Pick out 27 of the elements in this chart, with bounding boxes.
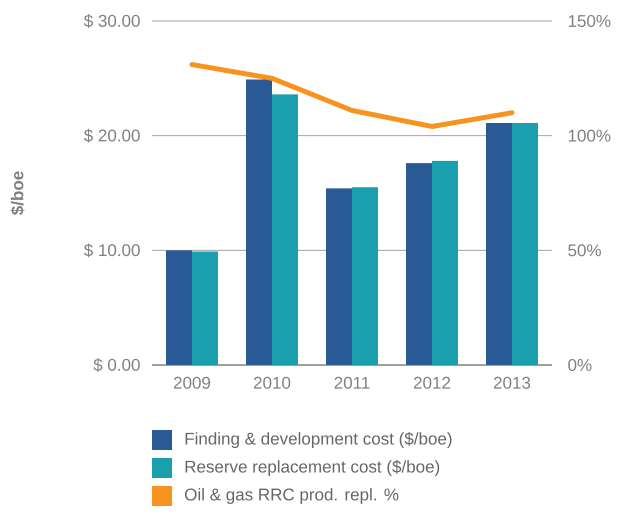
y2-tick-label: 150% xyxy=(568,14,610,28)
x-tick-label: 2012 xyxy=(414,376,450,389)
bar xyxy=(512,123,538,365)
bar xyxy=(166,250,192,365)
x-tick-label: 2010 xyxy=(254,376,290,389)
bar xyxy=(326,188,352,365)
bar xyxy=(432,160,458,365)
bar xyxy=(272,94,298,365)
bar xyxy=(406,163,432,365)
y2-tick-label: 100% xyxy=(568,130,610,142)
x-tick-label: 2011 xyxy=(334,376,370,389)
bar xyxy=(192,251,218,365)
y2-tick-label: 50% xyxy=(568,244,601,256)
bar xyxy=(352,187,378,365)
y-tick-label: $ 30.00 xyxy=(84,14,140,28)
bar xyxy=(486,123,512,365)
y2-tick-label: 0% xyxy=(568,358,592,372)
bar xyxy=(246,79,272,365)
legend-label: Oil & gas RRC prod. repl. % xyxy=(185,488,398,504)
y-tick-label: $ 10.00 xyxy=(84,243,140,258)
x-tick-label: 2013 xyxy=(494,376,530,389)
y-tick-label: $ 0.00 xyxy=(93,358,140,372)
legend-label: Reserve replacement cost ($/boe) xyxy=(186,460,440,476)
y-tick-label: $ 20.00 xyxy=(84,128,140,143)
legend-label: Finding & development cost ($/boe) xyxy=(186,432,452,448)
y-axis-title: $/boe xyxy=(10,171,24,215)
x-tick-label: 2009 xyxy=(174,376,210,389)
